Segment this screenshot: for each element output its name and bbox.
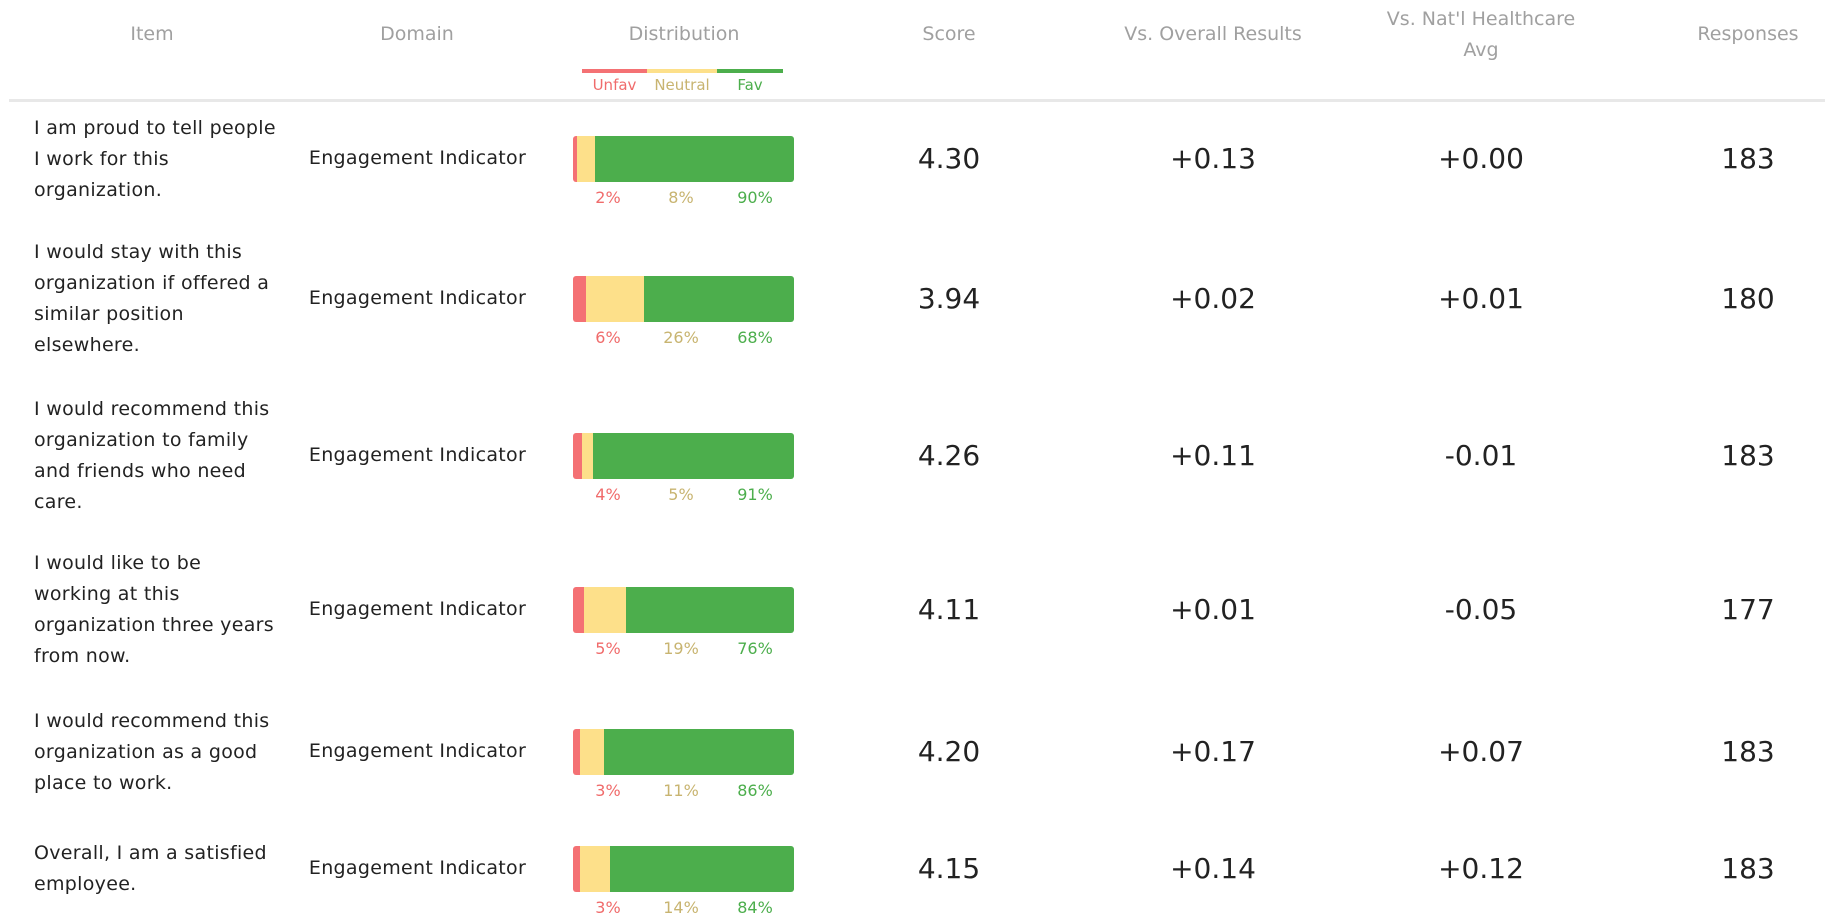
percent-label: 5% xyxy=(595,638,621,658)
header-divider xyxy=(9,99,1825,102)
percent-label: 2% xyxy=(595,188,621,207)
responses: 183 xyxy=(1721,438,1775,472)
score: 3.94 xyxy=(917,281,981,315)
column-header: Vs. Overall Results xyxy=(1124,23,1302,45)
distribution-bar xyxy=(573,136,794,182)
vs-national: +0.00 xyxy=(1438,142,1524,175)
score: 4.11 xyxy=(917,592,981,626)
score: 4.15 xyxy=(917,852,981,885)
bar-segment xyxy=(592,432,794,479)
legend-label: Unfav xyxy=(592,76,637,94)
score: 4.20 xyxy=(917,735,981,768)
vs-national: -0.01 xyxy=(1444,438,1518,472)
bar-segment xyxy=(579,846,611,892)
domain: Engagement Indicator xyxy=(308,597,527,620)
percent-label: 5% xyxy=(668,484,694,504)
legend-swatch xyxy=(647,69,717,73)
bar-segment xyxy=(573,432,582,479)
percent-label: 68% xyxy=(737,327,773,347)
bar-segment xyxy=(586,275,644,322)
item-text: I am proud to tell people I work for thi… xyxy=(34,116,276,201)
percent-label: 86% xyxy=(737,781,773,800)
legend-swatch xyxy=(582,69,647,73)
distribution-bar xyxy=(573,275,794,322)
distribution-bar xyxy=(573,432,794,479)
percent-label: 26% xyxy=(663,327,699,347)
distribution-bar xyxy=(573,846,794,892)
domain: Engagement Indicator xyxy=(308,286,527,309)
domain: Engagement Indicator xyxy=(308,857,527,879)
bar-segment xyxy=(643,275,794,322)
percent-label: 11% xyxy=(663,781,699,800)
domain: Engagement Indicator xyxy=(308,147,527,169)
bar-segment xyxy=(573,846,580,892)
bar-segment xyxy=(573,586,585,633)
bar-segment xyxy=(626,586,794,633)
column-header: Item xyxy=(130,23,174,45)
bar-segment xyxy=(603,729,794,775)
vs-overall: +0.17 xyxy=(1170,735,1256,768)
vs-overall: +0.14 xyxy=(1170,852,1256,885)
vs-national: -0.05 xyxy=(1444,592,1518,626)
bar-segment xyxy=(584,586,627,633)
percent-label: 91% xyxy=(737,484,773,504)
vs-national: +0.07 xyxy=(1438,735,1524,768)
bar-segment xyxy=(573,729,580,775)
item-text: I would recommend this organization to f… xyxy=(34,397,270,513)
column-header: Responses xyxy=(1697,23,1799,45)
percent-label: 3% xyxy=(595,898,621,917)
vs-overall: +0.01 xyxy=(1170,592,1256,626)
vs-overall: +0.11 xyxy=(1170,438,1256,472)
responses: 183 xyxy=(1721,735,1775,768)
percent-label: 84% xyxy=(737,898,773,917)
vs-overall: +0.02 xyxy=(1170,281,1256,315)
column-header: Score xyxy=(922,23,976,45)
bar-segment xyxy=(595,136,794,182)
bar-segment xyxy=(579,729,604,775)
responses: 183 xyxy=(1721,142,1775,175)
column-header: Domain xyxy=(380,23,454,45)
legend-swatch xyxy=(717,69,783,73)
item-text: I would stay with this organization if o… xyxy=(34,240,270,356)
score: 4.30 xyxy=(917,142,981,175)
percent-label: 19% xyxy=(663,638,699,658)
vs-national: +0.01 xyxy=(1438,281,1524,315)
distribution-bar xyxy=(573,729,794,775)
item-text: I would recommend this organization as a… xyxy=(34,709,270,794)
percent-label: 90% xyxy=(737,188,773,207)
percent-label: 76% xyxy=(737,638,773,658)
distribution-bar xyxy=(573,586,794,633)
responses: 183 xyxy=(1721,852,1775,885)
responses: 177 xyxy=(1721,592,1775,626)
score: 4.26 xyxy=(917,438,981,472)
column-header: Distribution xyxy=(628,23,740,45)
bar-segment xyxy=(573,275,587,322)
domain: Engagement Indicator xyxy=(308,443,527,466)
vs-national: +0.12 xyxy=(1438,852,1524,885)
responses: 180 xyxy=(1721,281,1775,315)
percent-label: 6% xyxy=(595,327,621,347)
bar-segment xyxy=(610,846,794,892)
legend-label: Fav xyxy=(737,76,763,94)
bar-segment xyxy=(581,432,593,479)
item-text: I would like to be working at this organ… xyxy=(34,551,274,667)
bar-segment xyxy=(573,136,578,182)
column-header: Vs. Nat'l Healthcare Avg xyxy=(1386,8,1576,61)
item-text: Overall, I am a satisfied employee. xyxy=(34,842,267,895)
bar-segment xyxy=(577,136,596,182)
percent-label: 4% xyxy=(595,484,621,504)
legend-label: Neutral xyxy=(654,76,710,94)
percent-label: 14% xyxy=(663,898,699,917)
domain: Engagement Indicator xyxy=(308,740,527,762)
percent-label: 8% xyxy=(668,188,694,207)
vs-overall: +0.13 xyxy=(1170,142,1256,175)
percent-label: 3% xyxy=(595,781,621,800)
